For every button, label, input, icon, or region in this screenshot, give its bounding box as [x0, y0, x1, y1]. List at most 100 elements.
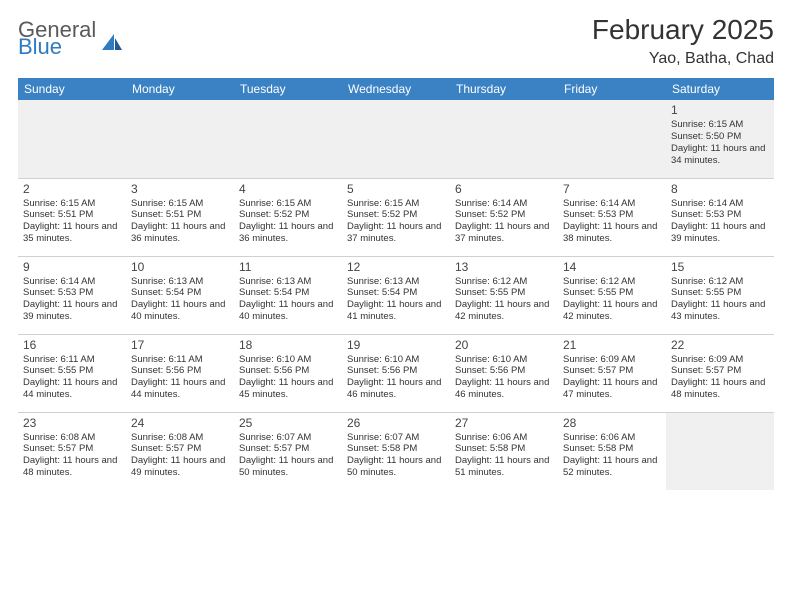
sunrise-text: Sunrise: 6:15 AM	[23, 198, 121, 210]
sunset-text: Sunset: 5:50 PM	[671, 131, 769, 143]
calendar-cell: 5Sunrise: 6:15 AMSunset: 5:52 PMDaylight…	[342, 178, 450, 256]
header: General Blue February 2025 Yao, Batha, C…	[18, 14, 774, 68]
sunrise-text: Sunrise: 6:06 AM	[455, 432, 553, 444]
calendar-cell: 12Sunrise: 6:13 AMSunset: 5:54 PMDayligh…	[342, 256, 450, 334]
daylight-text: Daylight: 11 hours and 40 minutes.	[131, 299, 229, 323]
daylight-text: Daylight: 11 hours and 43 minutes.	[671, 299, 769, 323]
daylight-text: Daylight: 11 hours and 42 minutes.	[563, 299, 661, 323]
calendar-cell: 9Sunrise: 6:14 AMSunset: 5:53 PMDaylight…	[18, 256, 126, 334]
sail-icon	[100, 32, 124, 52]
sunrise-text: Sunrise: 6:10 AM	[455, 354, 553, 366]
sunrise-text: Sunrise: 6:11 AM	[131, 354, 229, 366]
calendar-cell: 23Sunrise: 6:08 AMSunset: 5:57 PMDayligh…	[18, 412, 126, 490]
location: Yao, Batha, Chad	[592, 50, 774, 68]
sunset-text: Sunset: 5:57 PM	[23, 443, 121, 455]
sunrise-text: Sunrise: 6:09 AM	[671, 354, 769, 366]
sunrise-text: Sunrise: 6:13 AM	[239, 276, 337, 288]
sunrise-text: Sunrise: 6:07 AM	[347, 432, 445, 444]
calendar-table: Sunday Monday Tuesday Wednesday Thursday…	[18, 78, 774, 490]
day-number: 15	[671, 260, 769, 275]
daylight-text: Daylight: 11 hours and 44 minutes.	[23, 377, 121, 401]
calendar-cell	[666, 412, 774, 490]
day-number: 5	[347, 182, 445, 197]
daylight-text: Daylight: 11 hours and 50 minutes.	[347, 455, 445, 479]
sunrise-text: Sunrise: 6:12 AM	[671, 276, 769, 288]
sunrise-text: Sunrise: 6:15 AM	[347, 198, 445, 210]
calendar-cell: 6Sunrise: 6:14 AMSunset: 5:52 PMDaylight…	[450, 178, 558, 256]
day-number: 19	[347, 338, 445, 353]
sunrise-text: Sunrise: 6:12 AM	[563, 276, 661, 288]
weekday-header: Saturday	[666, 78, 774, 100]
calendar-cell: 15Sunrise: 6:12 AMSunset: 5:55 PMDayligh…	[666, 256, 774, 334]
daylight-text: Daylight: 11 hours and 51 minutes.	[455, 455, 553, 479]
day-number: 20	[455, 338, 553, 353]
sunrise-text: Sunrise: 6:08 AM	[131, 432, 229, 444]
daylight-text: Daylight: 11 hours and 48 minutes.	[23, 455, 121, 479]
sunset-text: Sunset: 5:58 PM	[455, 443, 553, 455]
sunset-text: Sunset: 5:55 PM	[671, 287, 769, 299]
sunset-text: Sunset: 5:54 PM	[131, 287, 229, 299]
calendar-week-row: 1Sunrise: 6:15 AMSunset: 5:50 PMDaylight…	[18, 100, 774, 178]
calendar-cell	[126, 100, 234, 178]
title-block: February 2025 Yao, Batha, Chad	[592, 14, 774, 68]
sunrise-text: Sunrise: 6:13 AM	[131, 276, 229, 288]
month-title: February 2025	[592, 14, 774, 46]
calendar-cell	[342, 100, 450, 178]
calendar-cell: 20Sunrise: 6:10 AMSunset: 5:56 PMDayligh…	[450, 334, 558, 412]
daylight-text: Daylight: 11 hours and 52 minutes.	[563, 455, 661, 479]
calendar-cell	[450, 100, 558, 178]
sunrise-text: Sunrise: 6:15 AM	[131, 198, 229, 210]
sunrise-text: Sunrise: 6:12 AM	[455, 276, 553, 288]
daylight-text: Daylight: 11 hours and 39 minutes.	[23, 299, 121, 323]
daylight-text: Daylight: 11 hours and 37 minutes.	[455, 221, 553, 245]
daylight-text: Daylight: 11 hours and 38 minutes.	[563, 221, 661, 245]
day-number: 27	[455, 416, 553, 431]
sunset-text: Sunset: 5:52 PM	[347, 209, 445, 221]
calendar-body: 1Sunrise: 6:15 AMSunset: 5:50 PMDaylight…	[18, 100, 774, 490]
daylight-text: Daylight: 11 hours and 50 minutes.	[239, 455, 337, 479]
daylight-text: Daylight: 11 hours and 46 minutes.	[455, 377, 553, 401]
sunset-text: Sunset: 5:58 PM	[347, 443, 445, 455]
sunset-text: Sunset: 5:56 PM	[347, 365, 445, 377]
weekday-header: Tuesday	[234, 78, 342, 100]
daylight-text: Daylight: 11 hours and 45 minutes.	[239, 377, 337, 401]
sunrise-text: Sunrise: 6:09 AM	[563, 354, 661, 366]
daylight-text: Daylight: 11 hours and 41 minutes.	[347, 299, 445, 323]
day-number: 25	[239, 416, 337, 431]
sunrise-text: Sunrise: 6:14 AM	[563, 198, 661, 210]
sunrise-text: Sunrise: 6:07 AM	[239, 432, 337, 444]
daylight-text: Daylight: 11 hours and 46 minutes.	[347, 377, 445, 401]
sunrise-text: Sunrise: 6:10 AM	[347, 354, 445, 366]
sunset-text: Sunset: 5:54 PM	[239, 287, 337, 299]
sunset-text: Sunset: 5:53 PM	[563, 209, 661, 221]
calendar-cell	[234, 100, 342, 178]
day-number: 24	[131, 416, 229, 431]
calendar-cell: 19Sunrise: 6:10 AMSunset: 5:56 PMDayligh…	[342, 334, 450, 412]
calendar-cell: 13Sunrise: 6:12 AMSunset: 5:55 PMDayligh…	[450, 256, 558, 334]
daylight-text: Daylight: 11 hours and 44 minutes.	[131, 377, 229, 401]
sunset-text: Sunset: 5:56 PM	[239, 365, 337, 377]
sunrise-text: Sunrise: 6:10 AM	[239, 354, 337, 366]
calendar-cell: 14Sunrise: 6:12 AMSunset: 5:55 PMDayligh…	[558, 256, 666, 334]
sunset-text: Sunset: 5:56 PM	[131, 365, 229, 377]
calendar-cell: 1Sunrise: 6:15 AMSunset: 5:50 PMDaylight…	[666, 100, 774, 178]
sunset-text: Sunset: 5:52 PM	[239, 209, 337, 221]
calendar-cell: 4Sunrise: 6:15 AMSunset: 5:52 PMDaylight…	[234, 178, 342, 256]
calendar-week-row: 16Sunrise: 6:11 AMSunset: 5:55 PMDayligh…	[18, 334, 774, 412]
sunset-text: Sunset: 5:53 PM	[23, 287, 121, 299]
day-number: 16	[23, 338, 121, 353]
calendar-week-row: 2Sunrise: 6:15 AMSunset: 5:51 PMDaylight…	[18, 178, 774, 256]
calendar-cell: 18Sunrise: 6:10 AMSunset: 5:56 PMDayligh…	[234, 334, 342, 412]
weekday-header: Sunday	[18, 78, 126, 100]
day-number: 21	[563, 338, 661, 353]
calendar-cell: 10Sunrise: 6:13 AMSunset: 5:54 PMDayligh…	[126, 256, 234, 334]
calendar-week-row: 9Sunrise: 6:14 AMSunset: 5:53 PMDaylight…	[18, 256, 774, 334]
weekday-header: Thursday	[450, 78, 558, 100]
calendar-cell: 25Sunrise: 6:07 AMSunset: 5:57 PMDayligh…	[234, 412, 342, 490]
sunset-text: Sunset: 5:56 PM	[455, 365, 553, 377]
sunrise-text: Sunrise: 6:14 AM	[23, 276, 121, 288]
day-number: 26	[347, 416, 445, 431]
weekday-header: Friday	[558, 78, 666, 100]
brand-logo: General Blue	[18, 14, 124, 58]
calendar-cell: 27Sunrise: 6:06 AMSunset: 5:58 PMDayligh…	[450, 412, 558, 490]
